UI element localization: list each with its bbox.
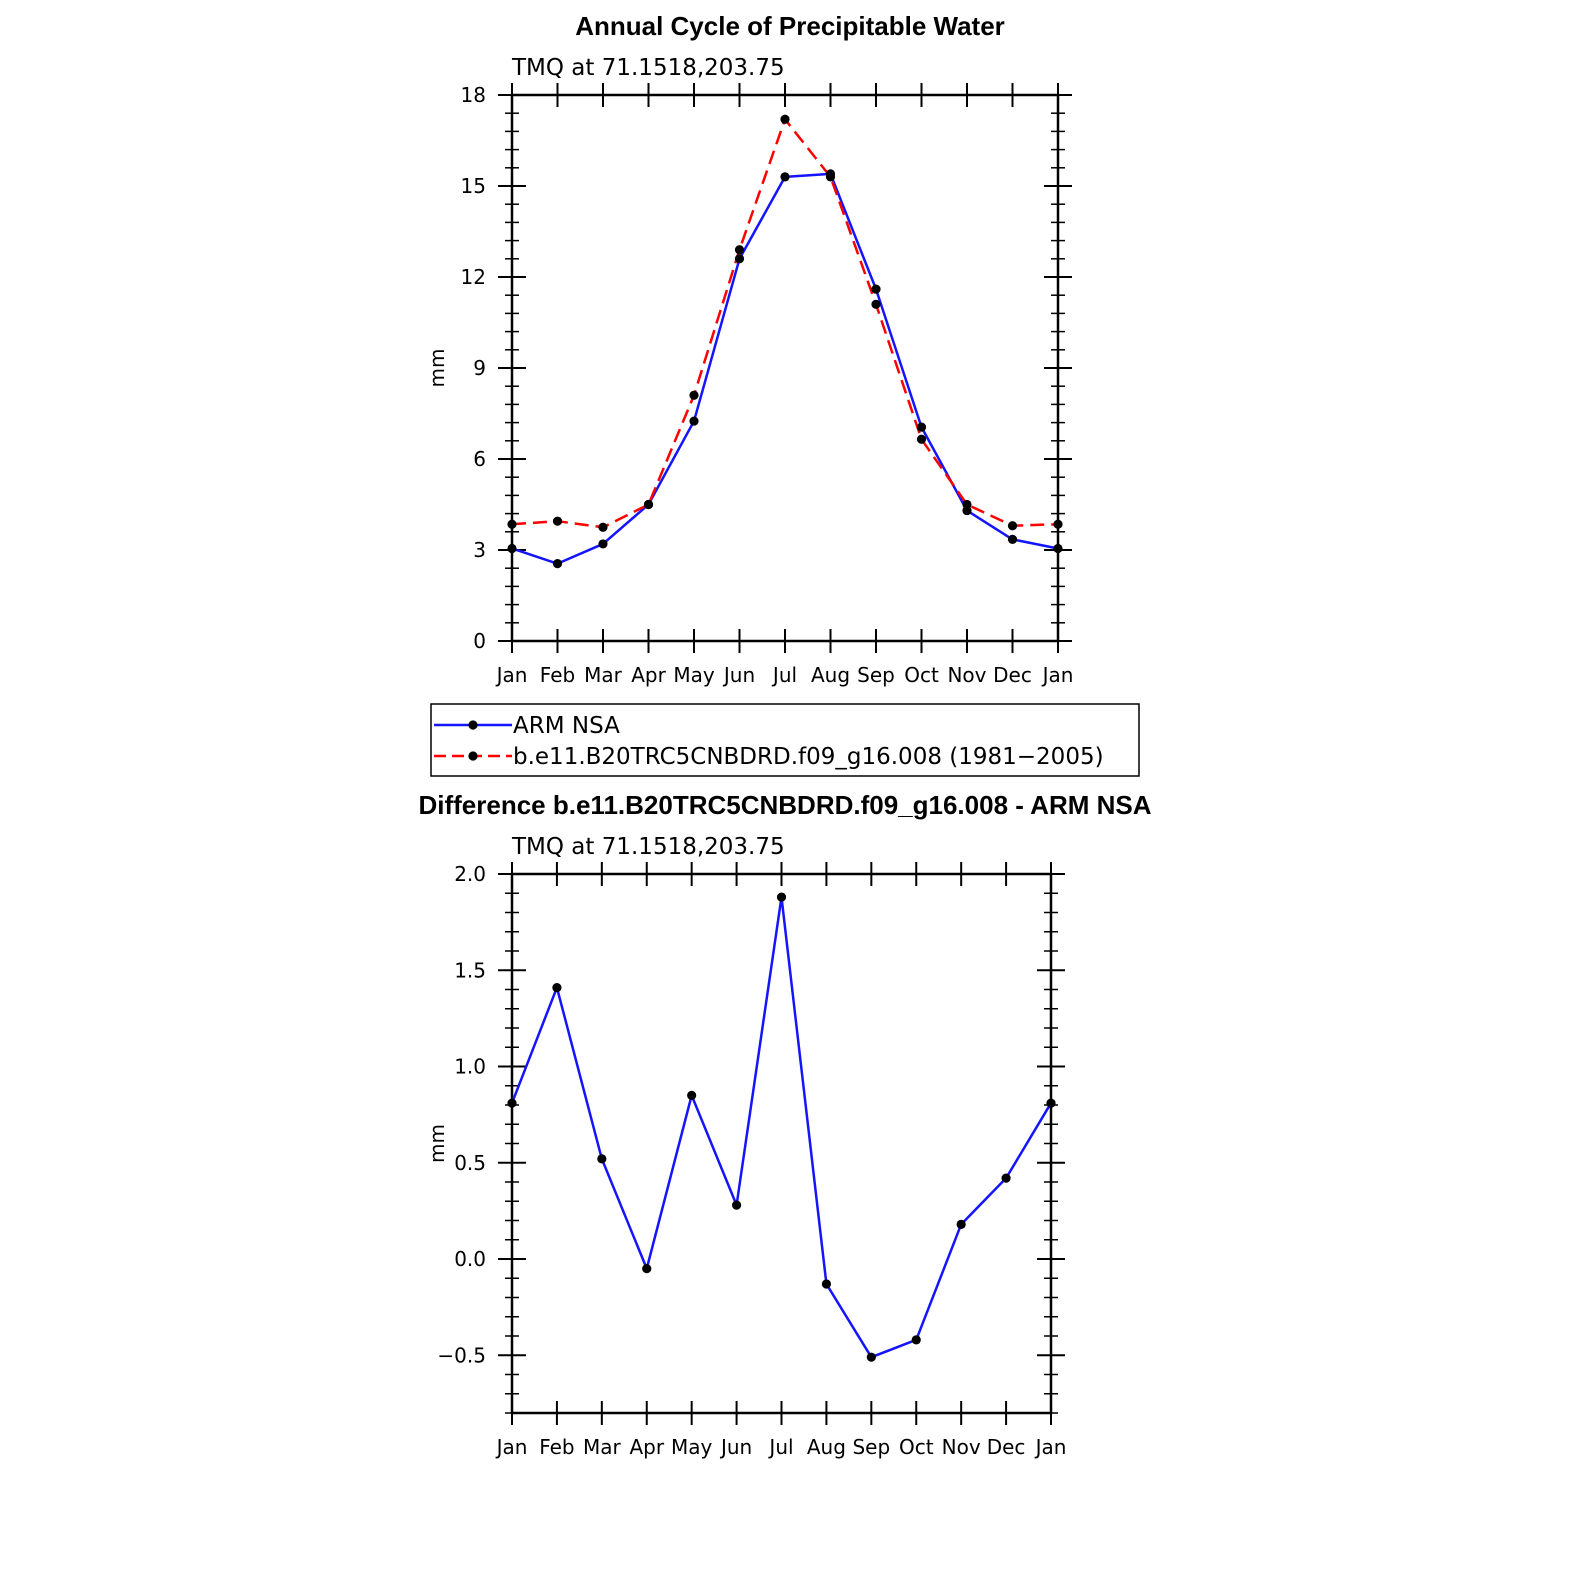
top-subtitle: TMQ at 71.1518,203.75	[511, 55, 785, 81]
top-xtick-label: Jul	[771, 663, 797, 687]
top-series-2-point	[962, 499, 972, 510]
bottom-series-1-point	[911, 1335, 921, 1345]
bottom-plot-frame	[510, 872, 1053, 1415]
bottom-series-1-point	[776, 892, 787, 902]
top-series-1-point	[598, 539, 608, 549]
bottom-ytick-label: 0.0	[454, 1247, 486, 1271]
bottom-ytick-label: 1.0	[454, 1055, 486, 1079]
top-series-2-point	[780, 114, 790, 124]
top-series-2-point	[507, 519, 517, 529]
bottom-xtick-label: Jan	[495, 1435, 528, 1459]
top-ytick-label: 15	[461, 174, 486, 198]
top-xtick-label: Aug	[811, 663, 850, 687]
legend: ARM NSA b.e11.B20TRC5CNBDRD.f09_g16.008 (…	[430, 703, 1140, 777]
bottom-xtick-label: Dec	[987, 1435, 1026, 1459]
bottom-xtick-label: Jan	[1034, 1435, 1067, 1459]
bottom-ytick-label: 0.5	[454, 1151, 486, 1175]
top-series-1-point	[507, 543, 517, 554]
bottom-series-1-point	[552, 982, 562, 993]
top-series-2-point	[689, 390, 699, 400]
legend-marker-2	[468, 751, 478, 761]
top-ytick-label: 18	[461, 83, 486, 107]
top-series-1-point	[552, 559, 563, 569]
bottom-series-1-point	[507, 1098, 517, 1108]
bottom-xtick-label: Oct	[899, 1435, 934, 1459]
top-ytick-label: 6	[473, 447, 486, 471]
legend-entry-2: b.e11.B20TRC5CNBDRD.f09_g16.008 (1981−20…	[513, 744, 1104, 770]
top-chart: TMQ at 71.1518,203.75 Jan Feb Mar Apr May Jun J…	[425, 55, 1073, 687]
top-series-1-point	[734, 254, 745, 264]
top-xtick-label: May	[673, 663, 715, 687]
top-series-2-point	[1053, 519, 1063, 529]
top-series-1-point	[1053, 543, 1063, 554]
bottom-series-1-point	[866, 1352, 876, 1362]
bottom-subtitle: TMQ at 71.1518,203.75	[511, 834, 785, 860]
top-series-1-point	[1007, 534, 1018, 544]
legend-marker-1	[468, 720, 478, 730]
bottom-chart: TMQ at 71.1518,203.75 Jan Feb Mar Apr May Jun J…	[425, 834, 1066, 1459]
top-xtick-label: Jan	[495, 663, 528, 687]
top-series-1-point	[689, 416, 699, 426]
top-series-2-point	[825, 172, 836, 182]
bottom-xtick-label: Aug	[807, 1435, 846, 1459]
bottom-xtick-label: Jun	[719, 1435, 752, 1459]
top-ytick-label: 0	[473, 629, 486, 653]
top-series-2-point	[598, 522, 608, 532]
bottom-series-1-point	[642, 1264, 652, 1274]
top-ylabel: mm	[425, 349, 449, 388]
top-xtick-label: Jun	[722, 663, 755, 687]
bottom-series-1-point	[731, 1200, 742, 1210]
bottom-chart-title: Difference b.e11.B20TRC5CNBDRD.f09_g16.0…	[418, 790, 1151, 820]
bottom-xtick-label: Mar	[583, 1435, 622, 1459]
top-series-2-point	[916, 434, 927, 444]
bottom-xtick-label: Jul	[767, 1435, 793, 1459]
top-xtick-label: Dec	[993, 663, 1032, 687]
bottom-ytick-label: 2.0	[454, 862, 486, 886]
top-series-2-point	[643, 499, 654, 510]
top-chart-title: Annual Cycle of Precipitable Water	[575, 11, 1005, 41]
top-series-2-point	[871, 299, 881, 309]
top-xtick-label: Jan	[1041, 663, 1074, 687]
bottom-xtick-label: Sep	[852, 1435, 890, 1459]
top-series-2-point	[1007, 521, 1018, 531]
top-series-1-point	[780, 172, 790, 182]
bottom-ylabel: mm	[425, 1124, 449, 1163]
top-xtick-label: Apr	[631, 663, 666, 687]
top-ytick-label: 3	[473, 538, 486, 562]
bottom-xtick-label: Feb	[539, 1435, 574, 1459]
bottom-series-1-point	[687, 1090, 697, 1100]
top-xtick-label: Mar	[584, 663, 623, 687]
top-series-2-point	[734, 245, 745, 255]
top-series-1-point	[916, 422, 927, 432]
bottom-ytick-label: −0.5	[437, 1343, 486, 1367]
bottom-xtick-label: Apr	[629, 1435, 664, 1459]
top-ytick-label: 9	[473, 356, 486, 380]
bottom-series-1-point	[1001, 1173, 1011, 1183]
bottom-series-1-point	[956, 1219, 966, 1229]
top-xtick-label: Nov	[947, 663, 986, 687]
bottom-series-line-1	[510, 895, 1053, 1359]
bottom-xtick-label: Nov	[942, 1435, 981, 1459]
legend-entry-1: ARM NSA	[513, 713, 620, 739]
bottom-series-1-point	[597, 1154, 607, 1164]
bottom-series-1-point	[821, 1279, 832, 1289]
top-series-line-1	[511, 172, 1059, 565]
top-series-2-point	[552, 516, 563, 526]
bottom-ytick-label: 1.5	[454, 958, 486, 982]
top-xtick-label: Feb	[540, 663, 575, 687]
legend-box	[430, 703, 1140, 777]
top-xtick-label: Sep	[857, 663, 895, 687]
top-xtick-label: Oct	[904, 663, 939, 687]
top-series-1-point	[871, 284, 881, 294]
bottom-series-1-point	[1046, 1098, 1056, 1108]
top-ytick-label: 12	[461, 265, 486, 289]
bottom-xtick-label: May	[671, 1435, 713, 1459]
